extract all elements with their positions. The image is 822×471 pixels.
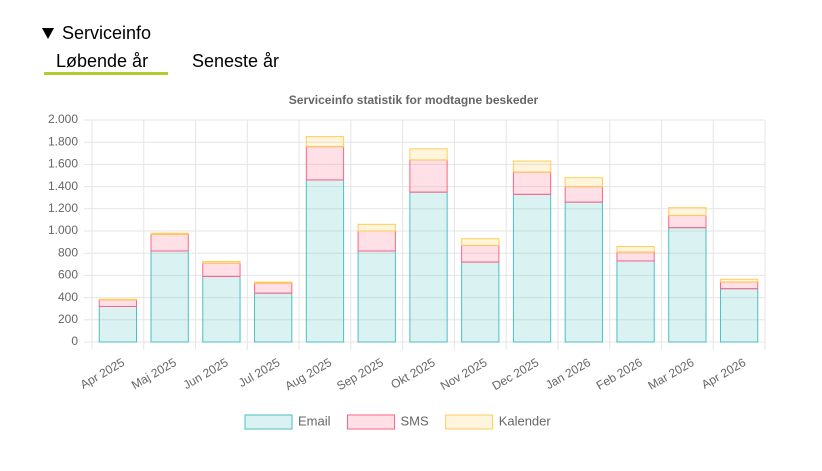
x-tick-label: Okt 2025 bbox=[388, 355, 437, 392]
y-tick-label: 1.800 bbox=[48, 134, 78, 148]
bar-segment bbox=[512, 171, 552, 195]
bar-segment bbox=[719, 288, 759, 343]
chart-title: Serviceinfo statistik for modtagne beske… bbox=[289, 93, 539, 107]
bar-segment bbox=[719, 281, 759, 290]
bar-segment bbox=[564, 186, 603, 203]
x-tick-label: Sep 2025 bbox=[334, 355, 386, 393]
y-tick-label: 600 bbox=[58, 268, 78, 282]
x-tick-label: Jul 2025 bbox=[236, 355, 283, 390]
chart: Serviceinfo statistik for modtagne beske… bbox=[48, 93, 766, 430]
legend-swatch[interactable] bbox=[244, 414, 293, 430]
x-tick-label: Dec 2025 bbox=[490, 355, 542, 393]
y-tick-label: 1.400 bbox=[48, 179, 78, 193]
bar-segment bbox=[305, 136, 345, 148]
x-tick-label: Mar 2026 bbox=[646, 355, 697, 393]
legend-label[interactable]: SMS bbox=[401, 413, 430, 428]
bar-segment bbox=[461, 238, 500, 246]
legend-label[interactable]: Kalender bbox=[499, 413, 552, 428]
bar-segment bbox=[616, 251, 655, 262]
y-tick-label: 1.600 bbox=[48, 157, 78, 171]
y-tick-label: 200 bbox=[58, 312, 78, 326]
legend-swatch[interactable] bbox=[445, 414, 494, 430]
tab[interactable]: Seneste år bbox=[192, 51, 279, 71]
bar-segment bbox=[98, 298, 138, 301]
bar-segment bbox=[305, 146, 345, 181]
y-tick-label: 400 bbox=[58, 290, 78, 304]
bar-segment bbox=[202, 276, 241, 343]
bar-segment bbox=[98, 305, 138, 343]
x-tick-label: Jan 2026 bbox=[543, 355, 593, 392]
bar-segment bbox=[150, 233, 189, 252]
tab-underline bbox=[44, 72, 168, 75]
y-tick-label: 1.000 bbox=[48, 223, 78, 237]
bar-segment bbox=[202, 261, 241, 264]
bar-segment bbox=[512, 160, 552, 173]
bar-segment bbox=[461, 261, 500, 343]
bar-segment bbox=[254, 282, 293, 294]
bar-segment bbox=[202, 262, 241, 278]
bar-segment bbox=[357, 223, 396, 232]
bar-segment bbox=[461, 244, 500, 263]
bar-segment bbox=[98, 299, 138, 307]
x-tick-label: Apr 2026 bbox=[699, 355, 748, 392]
bar-segment bbox=[409, 191, 448, 343]
bar-segment bbox=[668, 207, 707, 216]
bar-segment bbox=[150, 250, 189, 343]
bar-segment bbox=[409, 148, 448, 161]
x-tick-label: Feb 2026 bbox=[594, 355, 645, 393]
bar-segment bbox=[409, 159, 448, 193]
bar-segment bbox=[668, 214, 707, 229]
y-tick-label: 0 bbox=[71, 334, 78, 348]
y-tick-label: 2.000 bbox=[48, 112, 78, 126]
tab[interactable]: Løbende år bbox=[56, 51, 148, 71]
x-tick-label: Jun 2025 bbox=[181, 355, 231, 392]
bar-segment bbox=[305, 179, 345, 343]
bar-segment bbox=[564, 201, 603, 343]
bar-segment bbox=[616, 260, 655, 343]
y-tick-label: 800 bbox=[58, 245, 78, 259]
legend-swatch[interactable] bbox=[347, 414, 396, 430]
section-title[interactable]: Serviceinfo bbox=[62, 23, 151, 43]
x-tick-label: Nov 2025 bbox=[438, 355, 490, 393]
bar-segment bbox=[254, 281, 293, 284]
x-tick-label: Apr 2025 bbox=[78, 355, 127, 392]
bar-segment bbox=[719, 278, 759, 283]
bar-segment bbox=[150, 232, 189, 235]
x-tick-label: Aug 2025 bbox=[283, 355, 335, 393]
x-tick-label: Maj 2025 bbox=[129, 355, 179, 392]
bar-segment bbox=[254, 292, 293, 343]
legend-label[interactable]: Email bbox=[298, 413, 331, 428]
bar-segment bbox=[616, 246, 655, 253]
bar-segment bbox=[668, 227, 707, 343]
y-tick-label: 1.200 bbox=[48, 201, 78, 215]
bar-segment bbox=[357, 250, 396, 343]
bar-segment bbox=[357, 230, 396, 252]
tabs: Løbende år Seneste år bbox=[44, 51, 279, 75]
collapse-icon[interactable] bbox=[42, 28, 54, 39]
bar-segment bbox=[564, 177, 603, 188]
bar-segment bbox=[512, 193, 552, 343]
